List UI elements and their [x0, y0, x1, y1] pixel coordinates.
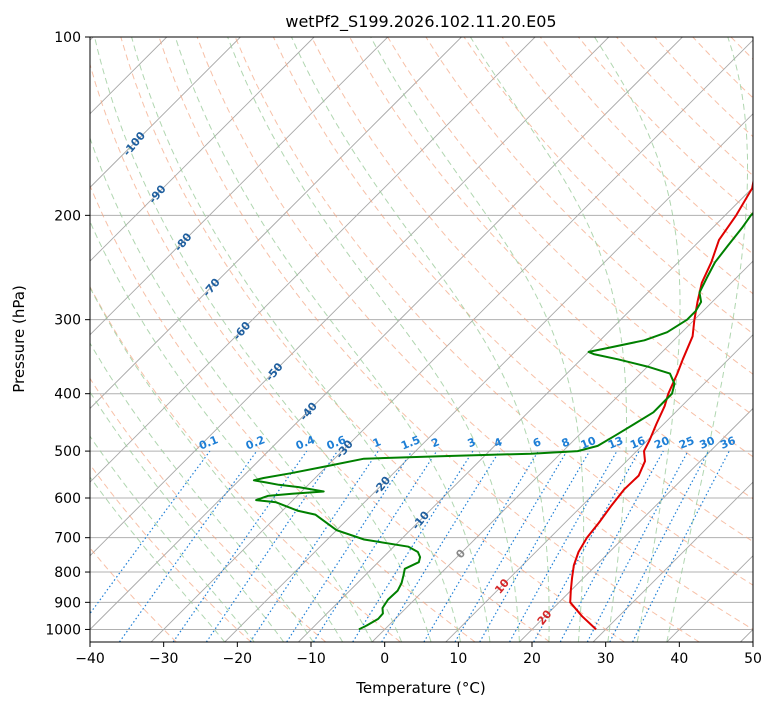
moist-adiabat-line [90, 435, 255, 642]
dry-adiabat-line [272, 37, 753, 543]
mixing-ratio-label: 20 [652, 434, 671, 452]
y-tick-label: 400 [54, 387, 81, 403]
mixing-ratio-line [533, 450, 640, 642]
mixing-ratio-label: 1 [371, 435, 383, 450]
moist-adiabat-line [174, 37, 491, 642]
isotherm-line [90, 37, 536, 483]
isotherm-line [90, 37, 241, 189]
y-tick-label: 100 [54, 30, 81, 46]
grid-layer [90, 37, 775, 642]
moist-adiabat-line [90, 391, 285, 642]
y-tick-label: 800 [54, 565, 81, 581]
mixing-ratio-label: 10 [579, 434, 598, 452]
moist-adiabat-line [90, 476, 226, 642]
isotherm-line [90, 37, 683, 631]
mixing-ratio-line [312, 450, 438, 642]
y-tick-label: 1000 [45, 622, 81, 638]
x-tick-label: 0 [380, 651, 389, 667]
mixing-ratio-label: 30 [698, 434, 717, 452]
moist-adiabat-line [90, 286, 344, 642]
y-axis-title: Pressure (hPa) [10, 285, 28, 393]
isotherm-line [90, 37, 610, 557]
mixing-ratio-line [90, 450, 211, 615]
x-axis-title: Temperature (°C) [355, 679, 485, 697]
dry-adiabat-line [196, 37, 753, 630]
y-tick-label: 200 [54, 208, 81, 224]
moist-adiabat-line [370, 37, 585, 642]
isotherm-line [592, 481, 753, 642]
mixing-ratio-line [509, 450, 618, 642]
moist-adiabat-line [131, 37, 461, 642]
isotherm-line [445, 334, 753, 642]
dry-adiabat-line [90, 463, 252, 642]
moist-adiabat-line [227, 37, 520, 642]
series-layer [252, 178, 753, 631]
plot-background [90, 37, 753, 642]
moist-adiabat-line [90, 342, 314, 642]
y-tick-label: 900 [54, 595, 81, 611]
mixing-ratio-line [286, 450, 413, 642]
mixing-ratio-line [249, 450, 379, 642]
mixing-ratio-line [119, 450, 258, 642]
dry-adiabat-line [463, 37, 753, 335]
mixing-ratio-label: 36 [718, 434, 737, 452]
x-tick-label: −20 [223, 651, 253, 667]
moist-adiabat-line [594, 37, 681, 642]
isotherm-line [150, 39, 753, 642]
moist-adiabat-line [90, 136, 403, 642]
dry-adiabat-line [311, 37, 753, 500]
mixing-ratio-line [172, 450, 308, 642]
dry-adiabat-line [234, 37, 753, 586]
mixing-ratio-label: 8 [560, 435, 572, 450]
isotherm-line [90, 37, 315, 262]
moist-adiabat-line [666, 37, 748, 642]
mixing-ratio-label: 13 [606, 434, 625, 452]
moist-adiabat-line [469, 37, 627, 642]
x-tick-label: −40 [75, 651, 105, 667]
mixing-ratio-line [559, 450, 664, 642]
isotherm-line [519, 407, 753, 642]
moist-adiabat-line [94, 37, 432, 642]
moist-adiabat-line [90, 220, 373, 642]
x-tick-label: 30 [597, 651, 615, 667]
x-tick-label: 50 [744, 651, 762, 667]
dry-adiabat-line [90, 62, 551, 642]
isotherm-line [90, 37, 462, 410]
y-tick-label: 600 [54, 491, 81, 507]
mixing-ratio-label: 25 [677, 434, 696, 452]
dry-adiabat-line [501, 37, 753, 295]
mixing-ratio-line [352, 450, 474, 642]
isotherm-line [224, 113, 753, 642]
mixing-ratio-label: 3 [466, 435, 478, 450]
dewpoint-profile-line [252, 211, 753, 631]
mixing-ratio-line [632, 450, 730, 642]
plot-frame [89, 36, 754, 643]
mixing-ratio-label: 16 [628, 434, 647, 452]
x-tick-label: 20 [523, 651, 541, 667]
temperature-profile-line [569, 178, 753, 631]
x-tick-label: −10 [296, 651, 326, 667]
dry-adiabat-line [769, 37, 775, 642]
mixing-ratio-line [205, 450, 338, 642]
mixing-ratio-line [381, 450, 501, 642]
y-tick-label: 500 [54, 444, 81, 460]
chart-title: wetPf2_S199.2026.102.11.20.E05 [285, 12, 556, 32]
axis-layer: −40 −30 −20 −10 0 10 20 30 40 50 100 200 300 400 500 60… [45, 30, 762, 667]
moist-adiabat-line [291, 37, 550, 642]
dry-adiabat-line [90, 377, 327, 642]
dry-adiabat-line [120, 37, 625, 642]
isotherm-line [371, 260, 753, 642]
y-tick-label: 700 [54, 531, 81, 547]
dry-adiabat-line [158, 37, 700, 642]
x-tick-label: −30 [149, 651, 179, 667]
isotherm-line [90, 37, 389, 336]
mixing-ratio-label: 2 [429, 435, 441, 450]
x-tick-label: 40 [670, 651, 688, 667]
y-tick-label: 300 [54, 313, 81, 329]
x-tick-label: 10 [449, 651, 467, 667]
